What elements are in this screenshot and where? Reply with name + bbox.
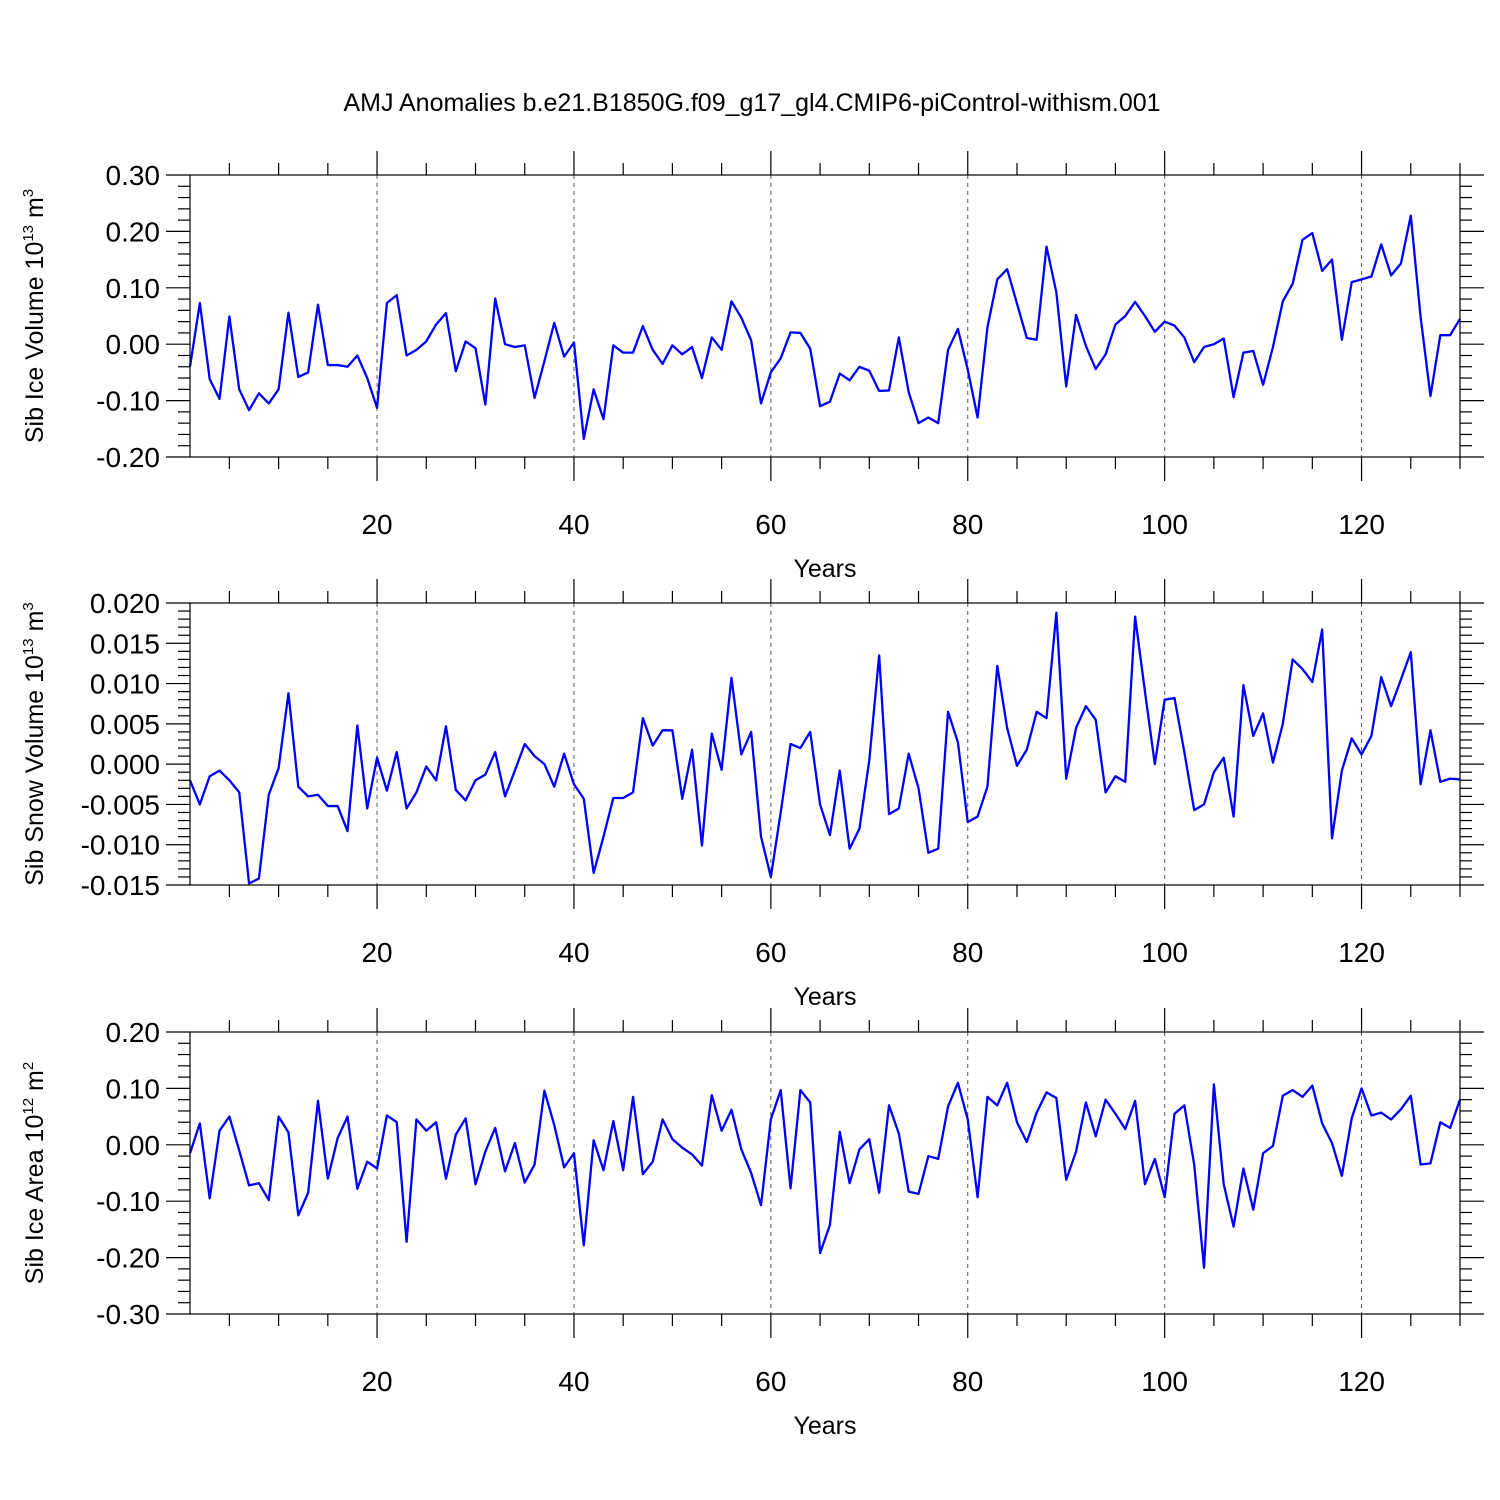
y-tick-label: -0.015 <box>81 870 160 901</box>
y-tick-label: 0.30 <box>106 160 161 191</box>
x-tick-label: 80 <box>952 1366 983 1397</box>
y-tick-label: 0.010 <box>90 669 160 700</box>
x-axis-label: Years <box>793 555 856 583</box>
y-tick-label: -0.005 <box>81 789 160 820</box>
y-axis-label: Sib Ice Area 1012 m2 <box>20 1062 49 1284</box>
series-line-ice-area <box>188 1081 1462 1269</box>
x-tick-label: 100 <box>1141 509 1188 540</box>
x-tick-label: 80 <box>952 509 983 540</box>
y-tick-label: -0.010 <box>81 830 160 861</box>
y-tick-label: -0.20 <box>96 1243 160 1274</box>
x-tick-label: 100 <box>1141 937 1188 968</box>
x-tick-label: 60 <box>755 1366 786 1397</box>
y-tick-label: -0.10 <box>96 1186 160 1217</box>
y-tick-label: 0.10 <box>106 1073 161 1104</box>
y-tick-label: -0.20 <box>96 442 160 473</box>
x-tick-label: 120 <box>1338 937 1385 968</box>
x-tick-label: 80 <box>952 937 983 968</box>
y-tick-label: 0.10 <box>106 273 161 304</box>
x-tick-label: 60 <box>755 937 786 968</box>
y-tick-label: -0.30 <box>96 1299 160 1330</box>
x-tick-label: 40 <box>558 1366 589 1397</box>
x-tick-label: 60 <box>755 509 786 540</box>
y-tick-label: 0.20 <box>106 216 161 247</box>
y-axis-label: Sib Snow Volume 1013 m3 <box>20 602 49 886</box>
panel-snow-volume: -0.015 -0.010 -0.005 0.000 0.005 0.010 0.015 0.… <box>20 579 1484 1011</box>
y-tick-label: 0.00 <box>106 1130 161 1161</box>
x-tick-label: 40 <box>558 509 589 540</box>
series-line-snow-volume <box>188 611 1461 885</box>
x-tick-label: 40 <box>558 937 589 968</box>
x-axis-label: Years <box>793 983 856 1011</box>
chart-title: AMJ Anomalies b.e21.B1850G.f09_g17_gl4.C… <box>343 89 1160 117</box>
y-tick-label: 0.000 <box>90 749 160 780</box>
x-tick-label: 20 <box>361 937 392 968</box>
x-tick-label: 20 <box>361 1366 392 1397</box>
y-tick-label: 0.20 <box>106 1017 161 1048</box>
panel-ice-area: -0.30 -0.20 -0.10 0.00 0.10 0.20 20 40 60 80 100 12… <box>20 1008 1484 1440</box>
y-axis-label: Sib Ice Volume 1013 m3 <box>20 189 49 443</box>
x-tick-label: 120 <box>1338 1366 1385 1397</box>
x-tick-label: 120 <box>1338 509 1385 540</box>
y-tick-label: 0.015 <box>90 628 160 659</box>
plot-frame <box>189 1031 1461 1315</box>
x-tick-label: 20 <box>361 509 392 540</box>
plot-frame <box>189 174 1461 458</box>
plot-frame <box>189 602 1461 886</box>
x-tick-label: 100 <box>1141 1366 1188 1397</box>
y-tick-label: 0.005 <box>90 709 160 740</box>
series-line-ice-volume <box>188 214 1461 441</box>
y-tick-label: -0.10 <box>96 386 160 417</box>
y-tick-label: 0.020 <box>90 588 160 619</box>
y-tick-label: 0.00 <box>106 329 161 360</box>
x-axis-label: Years <box>793 1412 856 1440</box>
panel-ice-volume: -0.20 -0.10 0.00 0.10 0.20 0.30 20 40 60 80 100 120… <box>20 151 1484 583</box>
